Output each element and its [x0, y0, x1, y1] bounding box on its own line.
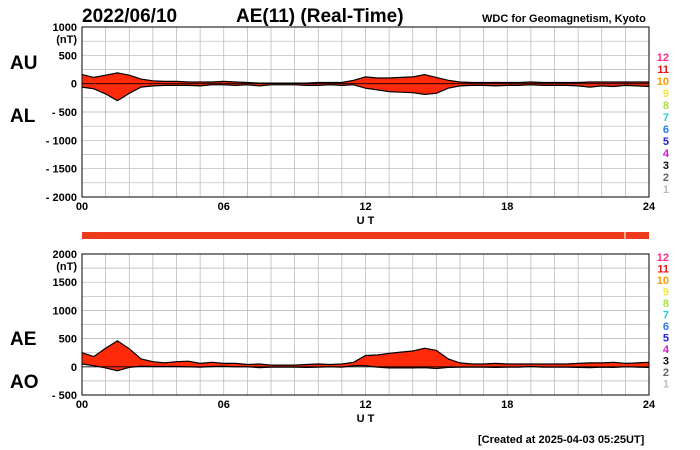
level-legend-item: 5 — [663, 333, 669, 345]
x-tick-label: 12 — [359, 399, 371, 411]
data-status-marker — [624, 232, 626, 239]
chart-title: AE(11) (Real-Time) — [236, 6, 404, 27]
au-al-frame — [81, 26, 650, 198]
level-legend-item: 11 — [657, 264, 669, 276]
al-series-label: AL — [10, 106, 36, 127]
y-tick-label: - 2000 — [46, 192, 77, 204]
ae-series-label: AE — [10, 329, 36, 350]
x-tick-label: 18 — [501, 399, 513, 411]
level-legend-item: 3 — [663, 356, 669, 368]
y-tick-label: - 500 — [52, 107, 77, 119]
level-legend-item: 12 — [657, 252, 669, 264]
source-label: WDC for Geomagnetism, Kyoto — [482, 13, 646, 25]
envelope-fill — [82, 72, 649, 101]
au-al-unit-label: (nT) — [56, 34, 77, 46]
level-legend-item: 4 — [663, 148, 670, 160]
date-title: 2022/06/10 — [82, 6, 177, 27]
level-legend-item: 6 — [663, 321, 669, 333]
x-tick-label: 18 — [501, 201, 513, 213]
level-legend-item: 1 — [663, 184, 669, 196]
y-tick-label: 0 — [71, 79, 77, 91]
series-line-au — [81, 72, 649, 84]
level-legend-item: 2 — [663, 367, 669, 379]
level-legend-item: 2 — [663, 172, 669, 184]
level-legend-item: 8 — [663, 100, 669, 112]
ae-ao-y-ticks: 2000 1500 1000 500 0 - 500 — [52, 249, 77, 402]
y-tick-label: 500 — [59, 50, 77, 62]
level-legend-item: 1 — [663, 379, 669, 391]
ae-ao-grid — [82, 254, 649, 395]
x-tick-label: 00 — [76, 399, 88, 411]
level-legend-item: 11 — [657, 64, 669, 76]
y-tick-label: 0 — [71, 362, 77, 374]
level-legend-item: 3 — [663, 160, 669, 172]
series-line-ae — [81, 340, 650, 366]
au-series-label: AU — [10, 53, 37, 74]
y-tick-label: 1500 — [53, 277, 77, 289]
level-legend-item: 12 — [657, 52, 669, 64]
created-timestamp: [Created at 2025-04-03 05:25UT] — [478, 434, 645, 446]
ae-ao-x-ticks: 00 06 12 18 24 — [76, 399, 656, 411]
level-legend-item: 10 — [657, 76, 669, 88]
au-al-area — [81, 72, 650, 102]
y-tick-label: - 1500 — [46, 164, 77, 176]
level-legend-item: 7 — [663, 310, 669, 322]
y-tick-label: 1000 — [53, 305, 77, 317]
au-al-grid — [82, 27, 649, 197]
ae-ao-x-label: U T — [357, 413, 375, 425]
data-status-bar — [82, 232, 649, 239]
series-line-al — [81, 84, 650, 102]
x-tick-label: 06 — [218, 399, 230, 411]
x-tick-label: 24 — [643, 399, 656, 411]
ae-ao-area — [81, 340, 650, 372]
y-tick-label: - 1000 — [46, 135, 77, 147]
level-legend-item: 10 — [657, 275, 669, 287]
level-legend-item: 5 — [663, 136, 669, 148]
level-legend-item: 7 — [663, 112, 669, 124]
x-tick-label: 24 — [643, 201, 656, 213]
au-al-x-ticks: 00 06 12 18 24 — [76, 201, 656, 213]
au-al-y-ticks: 1000 500 0 - 500 - 1000 - 1500 - 2000 — [46, 22, 77, 204]
y-tick-label: 1000 — [53, 22, 77, 34]
y-tick-label: - 500 — [52, 390, 77, 402]
level-legend-item: 6 — [663, 124, 669, 136]
level-legend-item: 4 — [663, 344, 670, 356]
y-tick-label: 2000 — [53, 249, 77, 261]
level-legend-item: 8 — [663, 298, 669, 310]
ao-series-label: AO — [10, 372, 39, 393]
x-tick-label: 00 — [76, 201, 88, 213]
level-legend-item: 9 — [663, 287, 669, 299]
y-tick-label: 500 — [59, 334, 77, 346]
x-tick-label: 06 — [218, 201, 230, 213]
ae-ao-unit-label: (nT) — [56, 261, 77, 273]
x-tick-label: 12 — [359, 201, 371, 213]
ae-ao-frame — [81, 253, 650, 396]
level-legend-item: 9 — [663, 88, 669, 100]
au-al-x-label: U T — [357, 215, 375, 227]
